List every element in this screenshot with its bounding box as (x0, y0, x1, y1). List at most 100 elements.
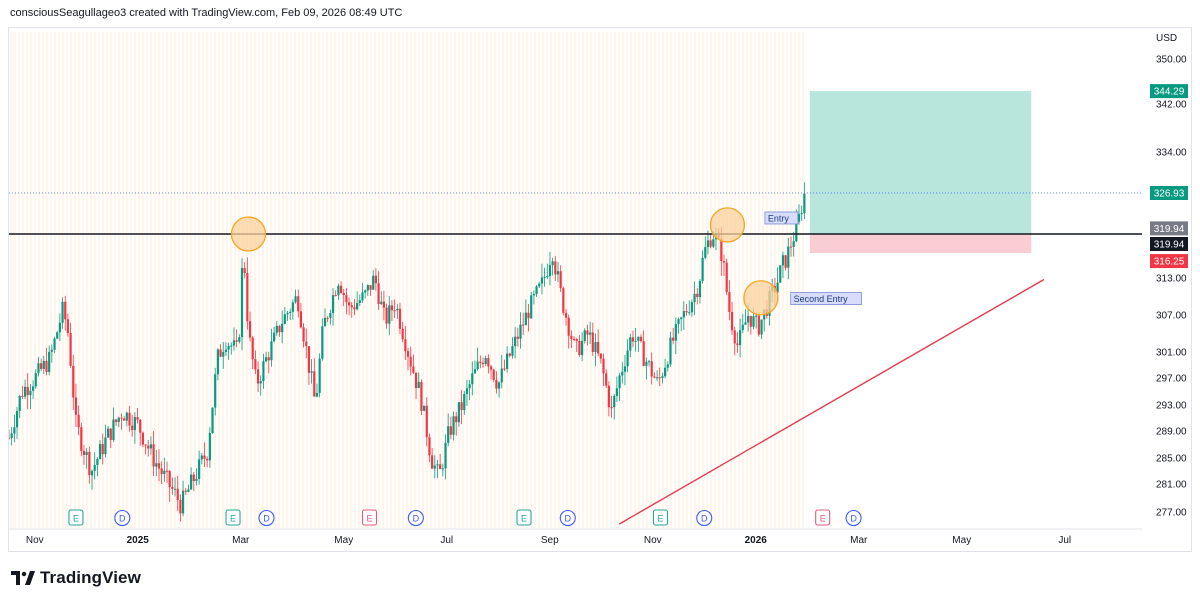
candle-body (680, 317, 683, 320)
candle-body (621, 371, 624, 376)
candle-body (235, 340, 238, 342)
candle-body (409, 356, 412, 367)
candle-body (211, 407, 214, 434)
candle-body (784, 255, 787, 268)
candle-body (701, 257, 704, 282)
price-tag (1150, 254, 1188, 269)
price-tick-label: 285.00 (1156, 454, 1187, 465)
price-tick-label: 313.00 (1156, 274, 1187, 285)
currency-label: USD (1156, 33, 1177, 44)
price-tag (1150, 84, 1188, 99)
candle-body (216, 349, 219, 375)
candle-body (658, 377, 661, 379)
candle-body (109, 428, 112, 440)
candle-body (618, 375, 621, 389)
price-tag (1150, 221, 1188, 236)
candle-body (334, 295, 337, 297)
candle-body (208, 433, 211, 461)
chart-attribution: consciousSeagullageo3 created with Tradi… (10, 7, 403, 19)
candle-body (511, 346, 514, 356)
time-tick-label: Jul (440, 535, 453, 546)
price-tick-label: 334.00 (1156, 148, 1187, 159)
candle-body (393, 310, 396, 312)
candle-body (104, 437, 107, 455)
candle-body (653, 376, 656, 378)
candle-body (503, 368, 506, 370)
candle-body (800, 213, 803, 215)
candle-body (741, 324, 744, 331)
loss-zone (809, 234, 1032, 253)
dividend-marker-label: D (565, 514, 572, 524)
note-box (764, 211, 799, 225)
candle-body (519, 324, 522, 339)
candle-body (131, 425, 134, 431)
candle-body (672, 337, 675, 341)
candle-body (85, 451, 88, 455)
candle-body (637, 336, 640, 341)
candle-body (728, 292, 731, 313)
candle-body (417, 381, 420, 389)
price-tag (1150, 186, 1188, 200)
dividend-marker (845, 509, 862, 527)
candle-body (163, 470, 166, 474)
candle-body (45, 360, 48, 372)
price-chart[interactable]: Entry Second Entry E D E D E D E D E D E D USD 350.00… (9, 28, 1191, 551)
dividend-marker-label: D (263, 514, 270, 524)
candle-body (385, 307, 388, 324)
candle-body (514, 336, 517, 347)
candle-body (556, 271, 560, 275)
note-labels: Entry Second Entry (764, 211, 862, 305)
candle-body (254, 359, 257, 370)
time-tick-label: 2025 (127, 535, 150, 546)
candle-body (123, 418, 126, 421)
candle-body (141, 432, 144, 445)
candle-body (497, 382, 501, 389)
candle-body (495, 379, 498, 389)
earnings-marker-label: E (521, 514, 527, 524)
candle-body (372, 275, 375, 290)
candle-body (674, 324, 677, 341)
dividend-marker-label: D (413, 514, 420, 524)
candle-body (431, 455, 434, 469)
candle-body (583, 330, 586, 341)
candle-body (369, 285, 372, 290)
note-label: Entry (768, 213, 790, 223)
candle-body (647, 361, 651, 363)
candle-body (781, 255, 785, 266)
candle-body (72, 365, 75, 398)
candle-body (564, 312, 568, 318)
candle-body (90, 470, 94, 476)
candle-body (709, 240, 712, 247)
price-tag-label: 319.94 (1154, 239, 1185, 250)
circle-markers (230, 207, 779, 316)
time-tick-label: Nov (26, 535, 44, 546)
candle-body (40, 363, 43, 369)
note-label: Second Entry (794, 294, 849, 304)
candle-body (602, 358, 605, 374)
time-tick-label: Jul (1058, 535, 1071, 546)
dividend-marker (696, 509, 713, 527)
candle-body (797, 213, 801, 222)
candle-body (508, 353, 511, 356)
candle-body (626, 350, 629, 367)
candle-body (206, 458, 209, 461)
candle-body (310, 371, 313, 373)
candle-body (29, 390, 32, 396)
candle-body (267, 357, 270, 361)
candle-body (789, 246, 793, 248)
candle-body (313, 371, 316, 397)
candle-body (690, 302, 693, 313)
candle-body (184, 490, 187, 492)
candle-body (436, 464, 439, 466)
candle-body (350, 305, 353, 308)
earnings-marker (815, 509, 831, 526)
candle-body (589, 332, 592, 335)
chart-frame[interactable]: Entry Second Entry E D E D E D E D E D E D USD 350.00… (8, 27, 1192, 552)
candle-body (315, 392, 319, 397)
candle-body (546, 276, 549, 278)
candle-body (264, 357, 268, 362)
candle-body (160, 468, 163, 474)
candle-body (168, 471, 171, 488)
candle-body (318, 358, 321, 393)
candle-body (26, 386, 29, 396)
